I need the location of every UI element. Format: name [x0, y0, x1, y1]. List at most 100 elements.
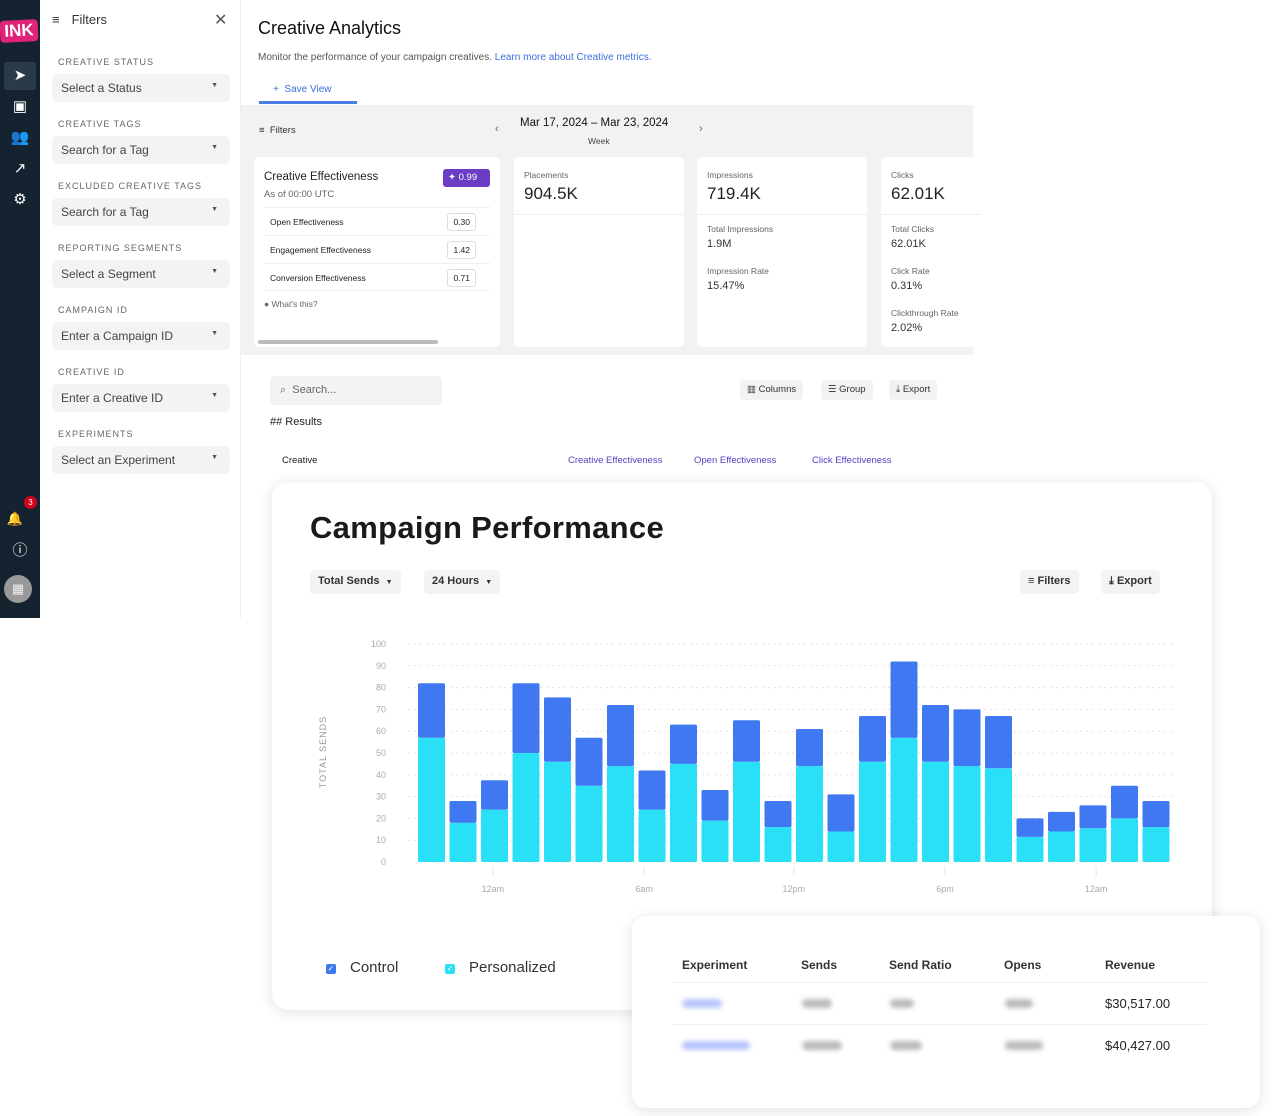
trend-icon[interactable]: ↗ — [13, 160, 27, 177]
column-header-click-effectiveness[interactable]: Click Effectiveness — [812, 455, 892, 466]
row-label: Engagement Effectiveness — [270, 245, 371, 255]
column-header: Revenue — [1105, 958, 1156, 972]
row-value: 0.71 — [447, 269, 476, 287]
users-icon[interactable]: 👥 — [10, 129, 30, 146]
filter-label: CREATIVE TAGS — [58, 119, 142, 129]
row-label: Open Effectiveness — [270, 217, 344, 227]
gallery-icon[interactable]: ▣ — [12, 98, 28, 115]
impressions-card: Impressions 719.4K Total Impressions 1.9… — [697, 157, 867, 347]
horizontal-scrollbar[interactable] — [258, 340, 438, 344]
filter-select[interactable]: Enter a Campaign ID ▼ — [52, 322, 230, 350]
filters-toggle[interactable]: ≡ Filters — [259, 125, 296, 136]
column-header: Sends — [801, 958, 838, 972]
prev-week-icon[interactable]: ‹ — [495, 123, 499, 135]
range-select[interactable]: 24 Hours ▼ — [424, 570, 501, 594]
date-range: Mar 17, 2024 – Mar 23, 2024 — [520, 117, 669, 129]
list-icon: ☰ — [828, 384, 837, 395]
redacted-value — [890, 1041, 922, 1050]
next-week-icon[interactable]: › — [699, 123, 703, 135]
legend-control[interactable]: ✓ Control — [326, 959, 398, 976]
experiment-link-redacted[interactable] — [682, 999, 722, 1008]
filter-label: CREATIVE ID — [58, 367, 125, 377]
metric-label: Placements — [524, 170, 569, 180]
whats-this-link[interactable]: ● What's this? — [264, 299, 318, 309]
filter-select[interactable]: Enter a Creative ID ▼ — [52, 384, 230, 412]
group-button[interactable]: ☰ Group — [821, 380, 873, 400]
legend-personalized[interactable]: ✓ Personalized — [445, 959, 556, 976]
chart-export-button[interactable]: ⤓ Export — [1101, 570, 1160, 594]
effectiveness-score-badge: ✦ 0.99 — [443, 169, 490, 187]
metric-label: Total Impressions — [707, 224, 774, 234]
filter-icon: ≡ — [259, 125, 265, 136]
caret-down-icon: ▼ — [211, 330, 218, 337]
download-icon: ⤓ — [1109, 575, 1114, 587]
metric-value: 904.5K — [524, 184, 578, 203]
metric-value: 0.31% — [891, 280, 923, 292]
creative-effectiveness-card: Creative Effectiveness As of 00:00 UTC ✦… — [254, 157, 500, 347]
group-label: Group — [839, 384, 866, 395]
divider — [672, 982, 1207, 983]
revenue-value: $30,517.00 — [1105, 996, 1171, 1011]
effectiveness-title: Creative Effectiveness — [264, 171, 379, 183]
filters-label: Filters — [269, 125, 296, 136]
period-label: Week — [588, 136, 610, 146]
row-value: 1.42 — [447, 241, 476, 259]
filter-placeholder: Select a Status — [61, 81, 142, 95]
caret-down-icon: ▼ — [211, 144, 218, 151]
filter-panel-header: ≡ Filters — [52, 12, 107, 27]
column-header: Send Ratio — [889, 958, 952, 972]
save-view-tab[interactable]: + Save View — [259, 80, 357, 104]
filter-select[interactable]: Search for a Tag ▼ — [52, 136, 230, 164]
row-label: Conversion Effectiveness — [270, 273, 366, 283]
bell-icon[interactable]: 🔔 — [6, 511, 24, 526]
filter-placeholder: Enter a Campaign ID — [61, 329, 174, 343]
learn-more-link[interactable]: Learn more about Creative metrics. — [494, 52, 652, 63]
filter-select[interactable]: Search for a Tag ▼ — [52, 198, 230, 226]
export-button[interactable]: ⤓ Export — [889, 380, 938, 400]
column-header-open-effectiveness[interactable]: Open Effectiveness — [694, 455, 777, 466]
filter-placeholder: Search for a Tag — [61, 205, 149, 219]
filter-placeholder: Select a Segment — [61, 267, 156, 281]
search-input[interactable]: ⌕ Search... — [270, 376, 442, 405]
metric-label: Total Clicks — [891, 224, 934, 234]
filter-panel: ≡ Filters ✕ CREATIVE STATUS Select a Stat… — [40, 0, 241, 618]
info-icon[interactable]: ⓘ — [12, 542, 28, 559]
send-icon[interactable]: ➤ — [4, 62, 36, 90]
effectiveness-row: Engagement Effectiveness 1.42 — [264, 235, 490, 263]
score-value: 0.99 — [458, 172, 478, 183]
checkbox-icon: ✓ — [326, 964, 336, 974]
caret-down-icon: ▼ — [211, 454, 218, 461]
page-title: Creative Analytics — [258, 18, 402, 38]
filter-panel-title: Filters — [71, 12, 107, 27]
columns-button[interactable]: ▥ Columns — [740, 380, 804, 400]
redacted-value — [1005, 1041, 1043, 1050]
filter-label: REPORTING SEGMENTS — [58, 243, 183, 253]
gear-icon[interactable]: ⚙ — [13, 191, 27, 208]
filter-select[interactable]: Select an Experiment ▼ — [52, 446, 230, 474]
org-avatar[interactable]: ▦ — [4, 575, 32, 603]
column-header: Opens — [1004, 958, 1042, 972]
filter-placeholder: Select an Experiment — [61, 453, 176, 467]
campaign-title: Campaign Performance — [310, 510, 664, 545]
row-value: 0.30 — [447, 213, 476, 231]
filter-icon: ≡ — [1028, 575, 1035, 587]
close-icon[interactable]: ✕ — [214, 12, 228, 29]
column-header-creative-effectiveness[interactable]: Creative Effectiveness — [568, 455, 663, 466]
chart-filters-button[interactable]: ≡ Filters — [1020, 570, 1079, 594]
metric-select[interactable]: Total Sends ▼ — [310, 570, 401, 594]
redacted-value — [890, 999, 914, 1008]
column-header-creative[interactable]: Creative — [282, 455, 318, 466]
experiment-table-card: Experiment Sends Send Ratio Opens Revenu… — [632, 916, 1260, 1108]
filter-placeholder: Search for a Tag — [61, 143, 149, 157]
filter-icon: ≡ — [52, 12, 60, 27]
redacted-value — [802, 999, 832, 1008]
metric-value: 719.4K — [707, 184, 761, 203]
filter-select[interactable]: Select a Status ▼ — [52, 74, 230, 102]
experiment-link-redacted[interactable] — [682, 1041, 750, 1050]
filter-select[interactable]: Select a Segment ▼ — [52, 260, 230, 288]
column-header: Experiment — [682, 958, 748, 972]
columns-label: Columns — [758, 384, 797, 395]
effectiveness-row: Open Effectiveness 0.30 — [264, 207, 490, 235]
divider — [514, 214, 684, 215]
metric-select-value: Total Sends — [318, 575, 380, 587]
